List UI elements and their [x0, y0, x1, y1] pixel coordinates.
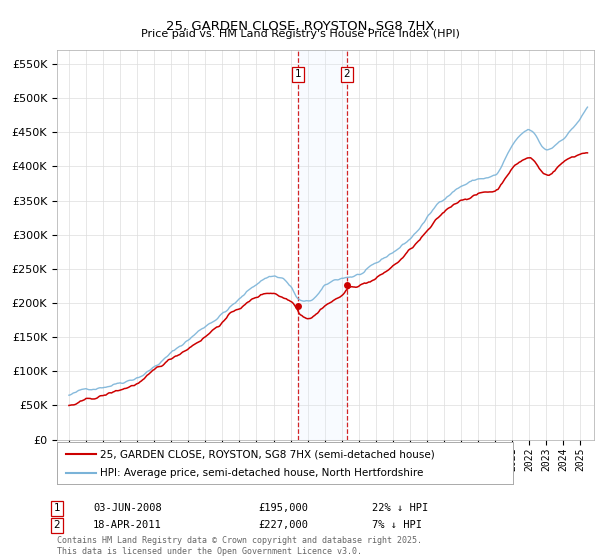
Text: Price paid vs. HM Land Registry's House Price Index (HPI): Price paid vs. HM Land Registry's House … [140, 29, 460, 39]
Text: 18-APR-2011: 18-APR-2011 [93, 520, 162, 530]
Text: 25, GARDEN CLOSE, ROYSTON, SG8 7HX (semi-detached house): 25, GARDEN CLOSE, ROYSTON, SG8 7HX (semi… [100, 449, 435, 459]
Text: 1: 1 [53, 503, 61, 514]
Text: 2: 2 [53, 520, 61, 530]
Text: Contains HM Land Registry data © Crown copyright and database right 2025.
This d: Contains HM Land Registry data © Crown c… [57, 536, 422, 556]
Text: 22% ↓ HPI: 22% ↓ HPI [372, 503, 428, 514]
Text: 1: 1 [295, 69, 301, 80]
Text: 03-JUN-2008: 03-JUN-2008 [93, 503, 162, 514]
Bar [298, 50, 347, 440]
Text: £195,000: £195,000 [258, 503, 308, 514]
Text: 2: 2 [343, 69, 350, 80]
Text: HPI: Average price, semi-detached house, North Hertfordshire: HPI: Average price, semi-detached house,… [100, 468, 424, 478]
Text: 25, GARDEN CLOSE, ROYSTON, SG8 7HX: 25, GARDEN CLOSE, ROYSTON, SG8 7HX [166, 20, 434, 32]
Text: £227,000: £227,000 [258, 520, 308, 530]
Text: 7% ↓ HPI: 7% ↓ HPI [372, 520, 422, 530]
